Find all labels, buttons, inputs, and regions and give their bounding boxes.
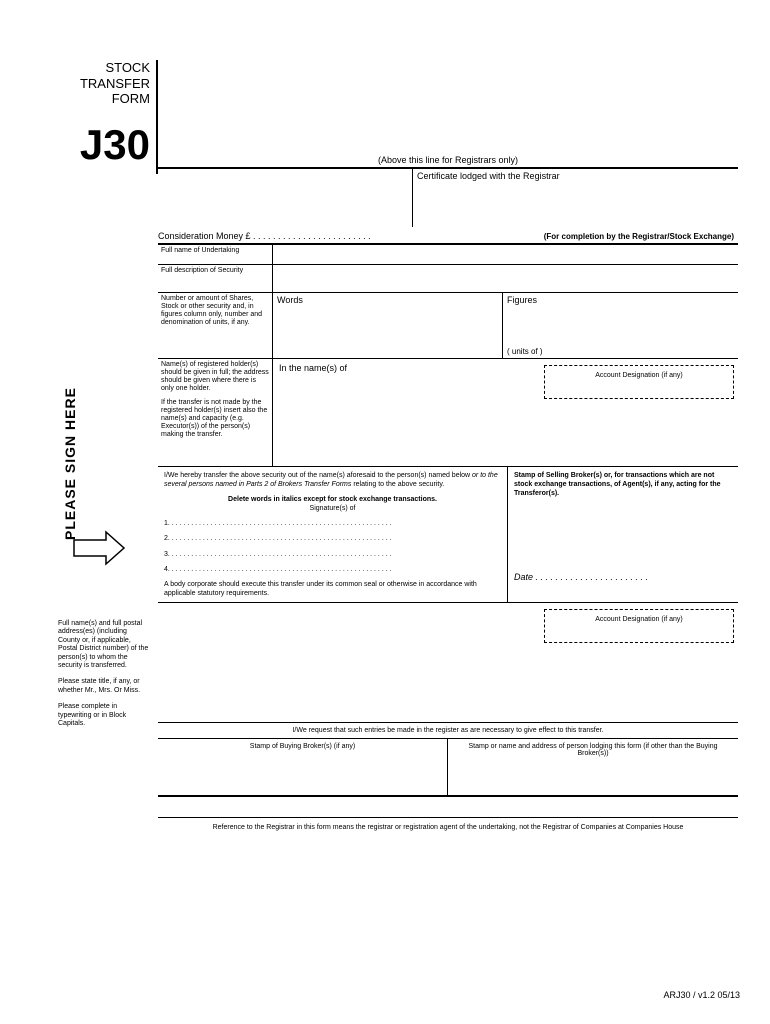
in-names-of: In the name(s) of [279,363,347,373]
hereby-text-1: I/We hereby transfer the above security … [164,472,472,479]
left-note-2: Please state title, if any, or whether M… [58,678,150,695]
account-designation-1[interactable]: Account Designation (if any) [544,365,734,399]
security-label: Full description of Security [158,265,273,292]
sig-line-1[interactable]: 1. . . . . . . . . . . . . . . . . . . .… [164,519,501,528]
sig-line-4[interactable]: 4. . . . . . . . . . . . . . . . . . . .… [164,565,501,574]
names-field[interactable]: In the name(s) of Account Designation (i… [273,359,738,466]
stamp-lodging-label: Stamp or name and address of person lodg… [448,739,738,795]
above-line-note: (Above this line for Registrars only) [158,155,738,167]
names-label-2: If the transfer is not made by the regis… [161,399,269,439]
reference-note: Reference to the Registrar in this form … [158,817,738,831]
sig-line-3[interactable]: 3. . . . . . . . . . . . . . . . . . . .… [164,550,501,559]
signature-section: I/We hereby transfer the above security … [158,467,508,602]
footer-code: ARJ30 / v1.2 05/13 [663,990,740,1000]
delete-words: Delete words in italics except for stock… [164,495,501,504]
undertaking-field[interactable] [273,245,738,264]
form-code: J30 [58,122,158,174]
undertaking-label: Full name of Undertaking [158,245,273,264]
date-label[interactable]: Date . . . . . . . . . . . . . . . . . .… [514,572,648,584]
shares-label: Number or amount of Shares, Stock or oth… [158,293,273,358]
units-text: ( units of ) [507,347,734,356]
stamp-buying-label: Stamp of Buying Broker(s) (if any) [158,739,448,795]
left-margin-notes: Full name(s) and full postal address(es)… [58,620,150,736]
account-designation-2[interactable]: Account Designation (if any) [544,609,734,643]
request-text: I/We request that such entries be made i… [158,723,738,739]
names-label: Name(s) of registered holder(s) should b… [158,359,273,466]
title-line3: FORM [58,91,150,107]
signatures-of: Signature(s) of [164,504,501,513]
body-corp-note: A body corporate should execute this tra… [164,580,501,598]
cert-lodged-label: Certificate lodged with the Registrar [413,169,738,227]
title-line2: TRANSFER [58,76,150,92]
title-line1: STOCK [58,60,150,76]
stamp-selling-label: Stamp of Selling Broker(s) or, for trans… [514,471,732,498]
form-title: STOCK TRANSFER FORM [58,60,158,122]
words-header: Words [273,293,503,358]
left-note-3: Please complete in typewriting or in Blo… [58,703,150,728]
arrow-icon [72,530,126,568]
registrar-note: (For completion by the Registrar/Stock E… [413,232,738,243]
figures-header: Figures [507,295,537,305]
names-label-1: Name(s) of registered holder(s) should b… [161,361,269,393]
please-sign-here: PLEASE SIGN HERE [62,387,78,540]
left-note-1: Full name(s) and full postal address(es)… [58,620,150,670]
hereby-text-2: relating to the above security. [351,481,444,488]
transferee-field[interactable]: Account Designation (if any) [158,603,738,722]
sig-line-2[interactable]: 2. . . . . . . . . . . . . . . . . . . .… [164,534,501,543]
consideration-label: Consideration Money £ . . . . . . . . . … [158,231,413,243]
security-field[interactable] [273,265,738,292]
